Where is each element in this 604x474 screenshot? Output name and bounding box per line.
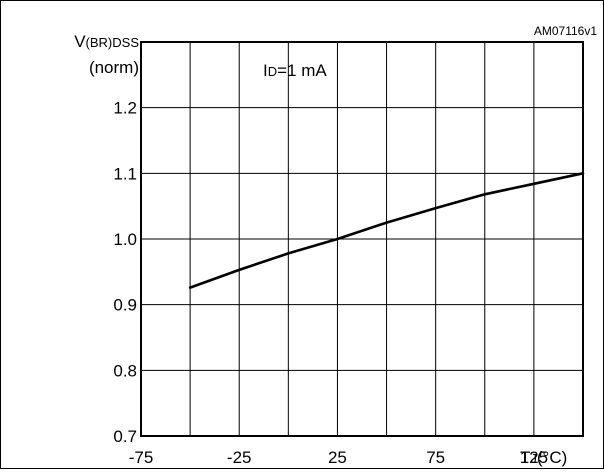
x-tick-label: 125 bbox=[520, 448, 548, 467]
y-tick-label: 0.8 bbox=[113, 361, 137, 380]
condition-annotation: ID=1 mA bbox=[263, 61, 327, 80]
y-axis-title-line2: (norm) bbox=[89, 58, 139, 77]
x-tick-label: -75 bbox=[129, 448, 154, 467]
plot-frame bbox=[140, 41, 584, 437]
y-tick-label: 0.9 bbox=[113, 296, 137, 315]
x-axis-title: TJ(°C) bbox=[520, 448, 567, 467]
y-tick-label: 1.1 bbox=[113, 164, 137, 183]
annotation-sub: D bbox=[268, 64, 277, 79]
x-tick-label: -25 bbox=[227, 448, 252, 467]
y-tick-label: 1.0 bbox=[113, 230, 137, 249]
x-axis-title-unit: (°C) bbox=[537, 448, 567, 467]
x-tick-label: 25 bbox=[328, 448, 347, 467]
x-tick-label: 75 bbox=[426, 448, 445, 467]
x-axis-title-main: T bbox=[520, 448, 530, 467]
y-axis-title-sub: (BR)DSS bbox=[86, 35, 140, 50]
series-line bbox=[188, 172, 585, 289]
annotation-rest: =1 mA bbox=[277, 61, 327, 80]
y-tick-label: 0.7 bbox=[113, 427, 137, 446]
annotation-main: I bbox=[263, 61, 268, 80]
x-axis-title-sub: J bbox=[530, 451, 537, 466]
tick-labels: 0.7 0.8 0.9 1.0 1.1 1.2 -75 -25 25 75 125 bbox=[113, 99, 548, 467]
y-axis-title: V(BR)DSS bbox=[74, 32, 139, 51]
figure-id: AM07116v1 bbox=[534, 24, 597, 38]
y-tick-label: 1.2 bbox=[113, 99, 137, 118]
grid-lines bbox=[141, 42, 583, 436]
y-axis-title-main: V bbox=[74, 32, 86, 51]
series-layer bbox=[188, 172, 585, 289]
